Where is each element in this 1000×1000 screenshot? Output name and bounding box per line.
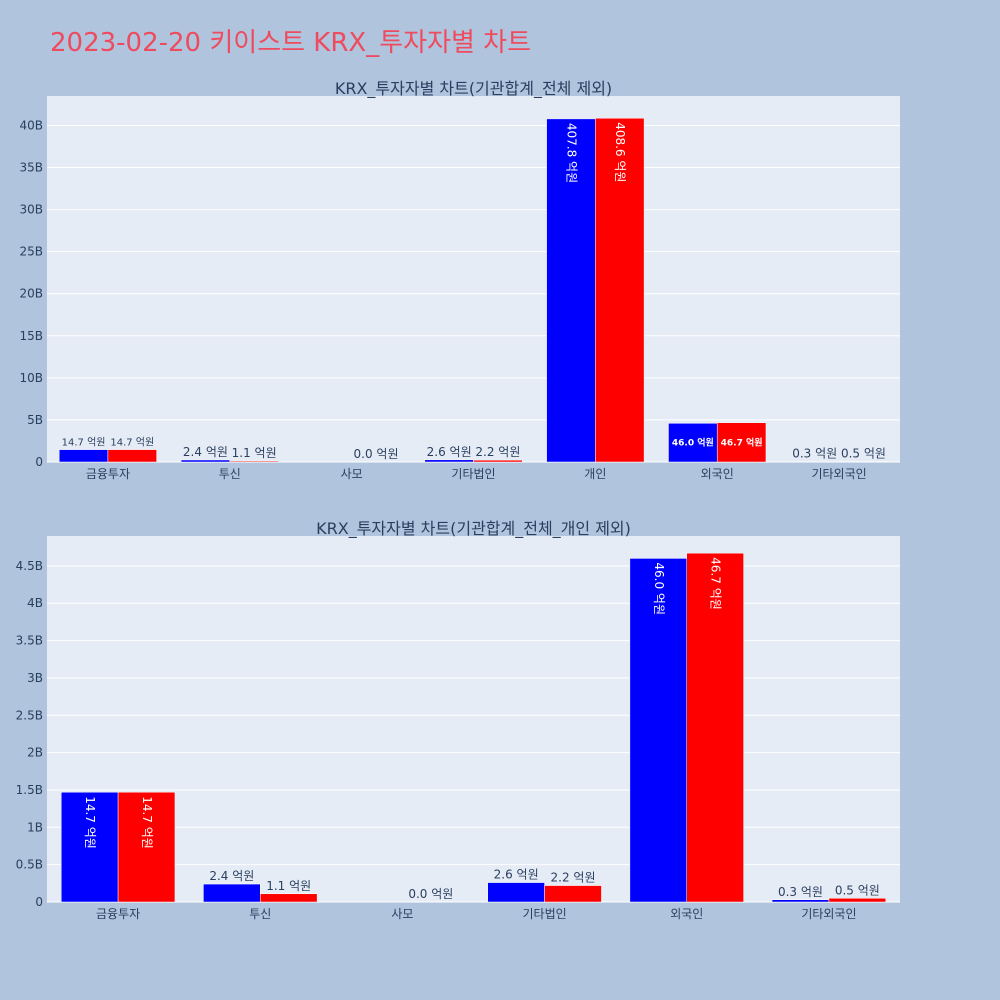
bar bbox=[58, 449, 109, 463]
bar-label: 0.3 억원 bbox=[792, 447, 837, 461]
bar-label: 14.7 억원 bbox=[140, 796, 154, 849]
bar bbox=[686, 552, 744, 903]
bar-label: 2.6 억원 bbox=[494, 868, 539, 882]
bar-label: 14.7 억원 bbox=[62, 437, 106, 449]
x-tick-label: 사모 bbox=[391, 907, 413, 920]
x-tick-label: 외국인 bbox=[701, 467, 734, 481]
y-tick-label: 15B bbox=[19, 329, 43, 343]
y-tick-label: 40B bbox=[19, 118, 43, 132]
chart-title: KRX_투자자별 차트(기관합계_전체_개인 제외) bbox=[316, 519, 631, 539]
bar bbox=[544, 885, 602, 903]
bar bbox=[487, 882, 545, 903]
bar bbox=[60, 791, 119, 903]
bar bbox=[203, 883, 261, 903]
x-tick-label: 투신 bbox=[249, 907, 271, 920]
x-tick-label: 금융투자 bbox=[86, 467, 130, 481]
x-tick-label: 투신 bbox=[219, 467, 241, 481]
y-tick-label: 2B bbox=[27, 746, 43, 760]
bar-label: 407.8 억원 bbox=[564, 123, 578, 183]
bar bbox=[107, 449, 157, 463]
x-tick-label: 금융투자 bbox=[96, 907, 140, 920]
y-tick-label: 35B bbox=[19, 161, 43, 175]
y-tick-label: 20B bbox=[19, 287, 43, 301]
y-tick-label: 0 bbox=[35, 455, 43, 469]
bar bbox=[117, 791, 176, 903]
bar-label: 46.7 억원 bbox=[709, 557, 723, 610]
y-tick-label: 4B bbox=[27, 596, 43, 610]
y-tick-label: 5B bbox=[27, 413, 43, 427]
y-tick-label: 0.5B bbox=[16, 858, 43, 872]
x-tick-label: 기타외국인 bbox=[811, 467, 866, 481]
bar bbox=[595, 117, 645, 463]
x-tick-label: 기타외국인 bbox=[801, 907, 856, 920]
bar bbox=[473, 459, 523, 463]
bar-label: 0.3 억원 bbox=[778, 885, 823, 899]
x-tick-label: 개인 bbox=[584, 467, 606, 481]
bar bbox=[229, 460, 279, 463]
y-tick-label: 3.5B bbox=[16, 634, 43, 648]
plot-area bbox=[47, 96, 900, 462]
bar-label: 46.7 억원 bbox=[721, 436, 763, 448]
bar-label: 0.0 억원 bbox=[354, 447, 399, 461]
bar-label: 2.6 억원 bbox=[427, 445, 472, 459]
y-tick-label: 3B bbox=[27, 671, 43, 685]
y-tick-label: 1.5B bbox=[16, 783, 43, 797]
chart-top: 0 5B 10B 15B 20B 25B 30B 35B 40B KRX_투자자별 차트(기관합계… bbox=[19, 79, 900, 481]
chart-title: KRX_투자자별 차트(기관합계_전체 제외) bbox=[335, 79, 612, 99]
bar bbox=[716, 422, 767, 463]
bar bbox=[629, 558, 688, 903]
bar bbox=[771, 899, 830, 903]
bar-label: 1.1 억원 bbox=[232, 446, 277, 460]
bar bbox=[180, 459, 231, 463]
plot-area bbox=[47, 536, 900, 902]
y-tick-label: 10B bbox=[19, 371, 43, 385]
bar-label: 0.5 억원 bbox=[835, 883, 880, 897]
page-title: 2023-02-20 키이스트 KRX_투자자별 차트 bbox=[50, 28, 532, 58]
y-tick-label: 2.5B bbox=[16, 708, 43, 722]
bar-label: 2.2 억원 bbox=[475, 445, 520, 459]
bar bbox=[424, 459, 474, 463]
x-tick-label: 기타법인 bbox=[451, 467, 495, 481]
bar-label: 408.6 억원 bbox=[613, 122, 627, 182]
bar-label: 2.4 억원 bbox=[209, 869, 254, 883]
bar bbox=[260, 893, 318, 903]
x-tick-label: 외국인 bbox=[670, 907, 703, 920]
bar-label: 0.0 억원 bbox=[408, 887, 453, 901]
bar-label: 2.4 억원 bbox=[183, 445, 228, 459]
x-tick-label: 사모 bbox=[341, 467, 363, 481]
y-tick-label: 1B bbox=[27, 820, 43, 834]
bar-label: 14.7 억원 bbox=[110, 437, 154, 449]
bar-label: 46.0 억원 bbox=[672, 437, 714, 449]
y-tick-label: 0 bbox=[35, 895, 43, 909]
x-tick-label: 기타법인 bbox=[522, 907, 566, 920]
y-tick-label: 30B bbox=[19, 203, 43, 217]
bar-label: 46.0 억원 bbox=[652, 562, 666, 615]
chart-bottom: 0 0.5B 1B 1.5B 2B 2.5B 3B 3.5B 4B 4.5B KRX_투자자별 차트… bbox=[16, 519, 900, 920]
bar bbox=[828, 898, 887, 903]
bar-label: 1.1 억원 bbox=[266, 879, 311, 893]
y-tick-label: 25B bbox=[19, 245, 43, 259]
bar-label: 2.2 억원 bbox=[551, 871, 596, 885]
bar bbox=[668, 423, 718, 463]
bar-label: 14.7 억원 bbox=[83, 796, 97, 849]
y-tick-label: 4.5B bbox=[16, 559, 43, 573]
bar-label: 0.5 억원 bbox=[841, 447, 886, 461]
